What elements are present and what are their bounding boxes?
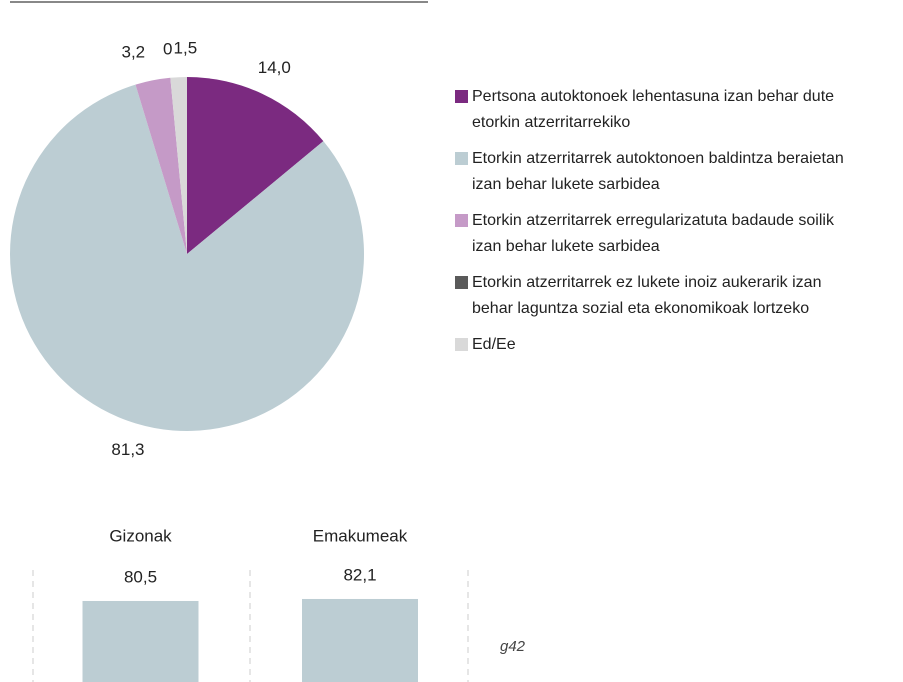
bar — [82, 600, 199, 682]
data-label: 3,2 — [122, 42, 146, 61]
legend-swatch — [455, 152, 468, 165]
legend-item: Ed/Ee — [455, 332, 845, 358]
legend: Pertsona autoktonoek lehentasuna izan be… — [455, 84, 845, 368]
legend-swatch — [455, 338, 468, 351]
legend-label: Etorkin atzerritarrek autoktonoen baldin… — [472, 150, 844, 193]
legend-label: Pertsona autoktonoek lehentasuna izan be… — [472, 88, 835, 131]
legend-swatch — [455, 214, 468, 227]
legend-label: Etorkin atzerritarrek ez lukete inoiz au… — [472, 274, 822, 317]
legend-item: Etorkin atzerritarrek autoktonoen baldin… — [455, 146, 845, 198]
legend-swatch — [455, 276, 468, 289]
legend-item: Etorkin atzerritarrek ez lukete inoiz au… — [455, 270, 845, 322]
legend-swatch — [455, 90, 468, 103]
data-label: 1,5 — [174, 39, 198, 58]
data-label: 82,1 — [343, 565, 376, 584]
legend-label: Ed/Ee — [472, 336, 516, 353]
pie-slice — [9, 84, 364, 432]
legend-item: Pertsona autoktonoek lehentasuna izan be… — [455, 84, 845, 136]
legend-item: Etorkin atzerritarrek erregularizatuta b… — [455, 208, 845, 260]
data-label: 0 — [163, 39, 172, 58]
data-label: 14,0 — [258, 58, 291, 77]
legend-label: Etorkin atzerritarrek erregularizatuta b… — [472, 212, 834, 255]
category-label: Gizonak — [109, 526, 172, 545]
data-label: 81,3 — [111, 440, 144, 459]
category-label: Emakumeak — [313, 526, 408, 545]
footnote: g42 — [500, 638, 526, 655]
data-label: 80,5 — [124, 567, 157, 586]
pie-slice — [170, 77, 187, 254]
pie-slice — [135, 77, 187, 255]
bar — [302, 598, 418, 682]
pie-slice — [187, 77, 324, 254]
